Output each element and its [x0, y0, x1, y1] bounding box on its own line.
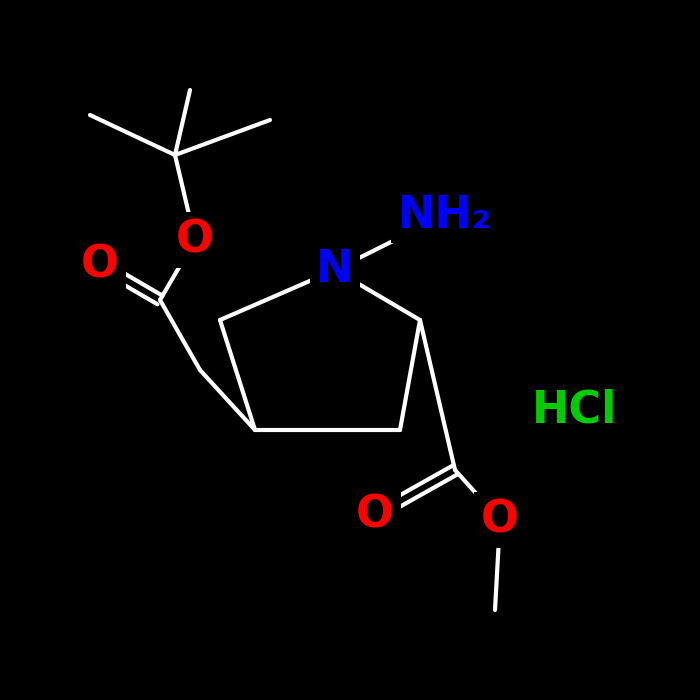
Text: O: O: [81, 244, 119, 286]
Text: NH₂: NH₂: [398, 193, 492, 237]
Text: O: O: [356, 494, 394, 536]
Text: HCl: HCl: [532, 389, 617, 431]
Text: O: O: [176, 218, 214, 262]
Text: N: N: [316, 248, 354, 291]
Text: O: O: [481, 498, 519, 542]
